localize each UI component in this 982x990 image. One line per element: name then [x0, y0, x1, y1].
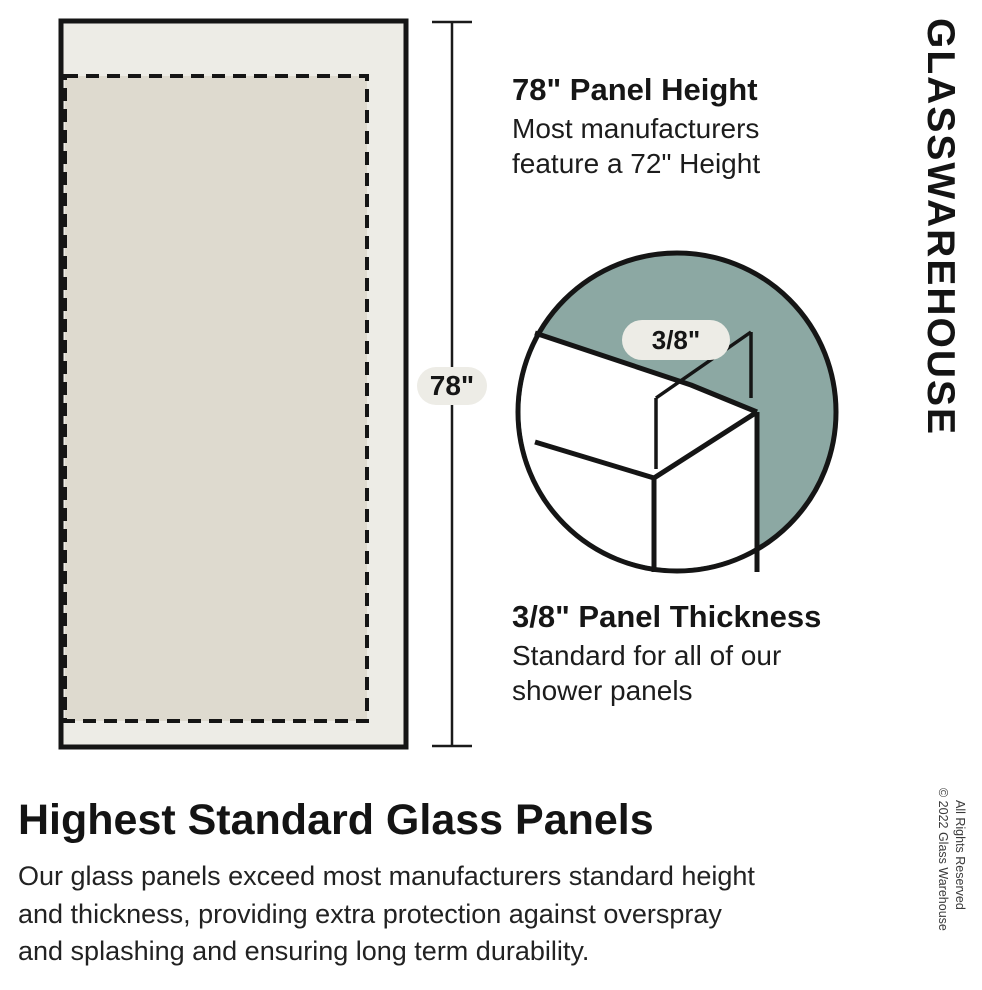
svg-text:3/8": 3/8" [652, 325, 700, 355]
svg-text:78": 78" [430, 370, 474, 401]
